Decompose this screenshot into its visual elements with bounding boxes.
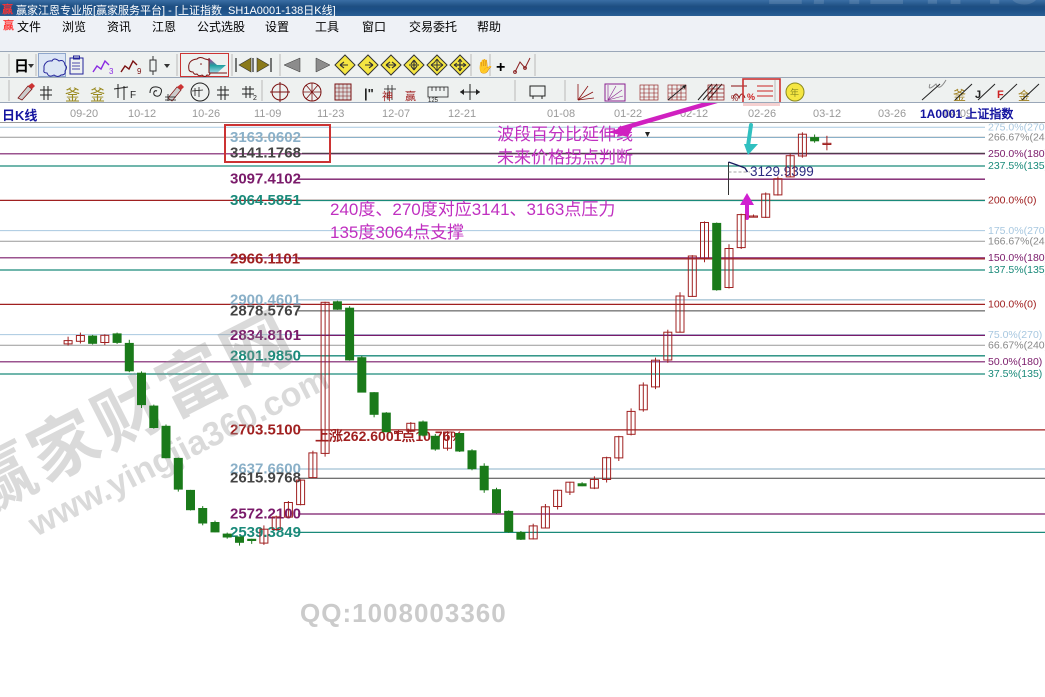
svg-text:|": |" [364,86,374,101]
svg-text:%: % [747,92,755,102]
svg-text:+: + [496,59,505,76]
svg-text:年: 年 [790,87,799,98]
svg-text:3: 3 [109,67,114,76]
svg-text:F: F [130,90,136,101]
svg-text:赢: 赢 [405,88,416,103]
svg-text:✋: ✋ [476,58,493,74]
svg-text:金: 金 [1018,87,1030,103]
svg-text:釜: 釜 [953,85,966,103]
svg-text:釜: 釜 [65,84,80,103]
svg-text:J: J [975,89,981,101]
svg-text:%: % [731,94,738,103]
svg-text:9: 9 [137,67,142,76]
svg-text:2: 2 [253,95,257,102]
svg-text:日: 日 [14,55,29,76]
svg-text:釜: 釜 [90,84,105,103]
svg-text:神: 神 [382,88,393,103]
